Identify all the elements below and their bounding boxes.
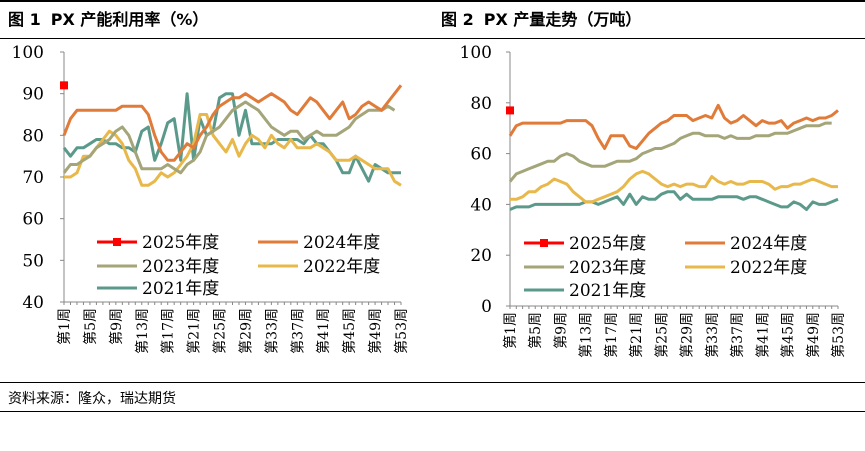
bottom-rule xyxy=(0,411,865,412)
y-tick-label: 60 xyxy=(470,145,492,165)
figure-1-name: PX 产能利用率（%） xyxy=(50,10,209,29)
y-tick-label: 50 xyxy=(22,251,44,271)
x-tick-label: 第53周 xyxy=(393,308,410,354)
x-tick-label: 第25周 xyxy=(212,308,229,354)
series-line-2021 xyxy=(62,92,401,183)
y-tick-label: 40 xyxy=(470,195,492,215)
source-rule xyxy=(0,382,865,383)
legend-label-2023: 2023年度 xyxy=(569,258,646,278)
y-tick-label: 70 xyxy=(22,168,44,188)
utilization-rate-chart: 40 50 60 70 80 90 100 第1周 第5周 第9周 第13周 第17周 第21周 第25周… xyxy=(12,43,410,354)
legend-label-2024: 2024年度 xyxy=(303,233,380,253)
legend-label-2024: 2024年度 xyxy=(730,234,807,254)
x-tick-label: 第17周 xyxy=(603,312,620,358)
x-tick-label: 第33周 xyxy=(704,312,721,358)
figure-1-number: 图 1 xyxy=(8,10,41,29)
x-tick-label: 第17周 xyxy=(160,308,177,354)
x-tick-label: 第13周 xyxy=(578,312,595,358)
legend-label-2025: 2025年度 xyxy=(569,234,646,254)
legend-label-2022: 2022年度 xyxy=(303,257,380,277)
header-rule xyxy=(0,38,865,39)
legend-label-2021: 2021年度 xyxy=(142,279,219,299)
series-line-2021 xyxy=(509,190,839,211)
x-tick-label: 第9周 xyxy=(552,312,569,349)
series-line-2023 xyxy=(62,100,396,175)
y-tick-label: 20 xyxy=(470,246,492,266)
x-tick-label: 第45周 xyxy=(780,312,797,358)
y-tick-label: 90 xyxy=(22,85,44,105)
x-tick-label: 第1周 xyxy=(56,308,73,345)
figure-2-name: PX 产量走势（万吨） xyxy=(483,10,642,29)
y-tick-label: 100 xyxy=(460,43,492,63)
x-tick-label: 第41周 xyxy=(754,312,771,358)
x-tick-label: 第5周 xyxy=(527,312,544,349)
y-tick-label: 60 xyxy=(22,210,44,230)
figure-2-number: 图 2 xyxy=(441,10,474,29)
x-tick-label: 第45周 xyxy=(341,308,358,354)
x-tick-label: 第37周 xyxy=(729,312,746,358)
x-tick-label: 第25周 xyxy=(653,312,670,358)
x-tick-label: 第21周 xyxy=(186,308,203,354)
y-tick-label: 80 xyxy=(470,94,492,114)
x-tick-label: 第29周 xyxy=(237,308,254,354)
x-tick-label: 第37周 xyxy=(289,308,306,354)
series-line-2024 xyxy=(62,84,403,162)
x-tick-label: 第49周 xyxy=(805,312,822,358)
figure-1-title: 图 1 PX 产能利用率（%） xyxy=(8,6,208,30)
output-trend-chart: 0 20 40 60 80 100 第1周 第5周 第9周 第13周 第17周 第21周 第25周 第29… xyxy=(460,43,847,358)
legend-label-2025: 2025年度 xyxy=(142,233,219,253)
legend-label-2022: 2022年度 xyxy=(730,258,807,278)
legend-label-2021: 2021年度 xyxy=(569,281,646,301)
x-tick-label: 第9周 xyxy=(108,308,125,345)
x-tick-label: 第49周 xyxy=(367,308,384,354)
legend-marker-2025 xyxy=(113,238,121,246)
series-marker-2025 xyxy=(60,81,68,90)
figure-2-title: 图 2 PX 产量走势（万吨） xyxy=(441,6,641,30)
top-rule xyxy=(0,0,865,2)
y-tick-label: 40 xyxy=(22,293,44,313)
x-tick-label: 第33周 xyxy=(263,308,280,354)
y-tick-label: 80 xyxy=(22,126,44,146)
series-line-2022 xyxy=(510,169,838,204)
series-line-2024 xyxy=(508,103,839,150)
x-tick-label: 第41周 xyxy=(315,308,332,354)
x-tick-label: 第21周 xyxy=(628,312,645,358)
y-tick-label: 100 xyxy=(12,43,44,63)
source-note: 资料来源：隆众，瑞达期货 xyxy=(8,391,176,407)
legend-marker-2025 xyxy=(540,239,548,247)
series-line-2022 xyxy=(64,113,402,187)
x-tick-label: 第13周 xyxy=(134,308,151,354)
x-tick-label: 第29周 xyxy=(679,312,696,358)
series-marker-2025 xyxy=(506,106,514,115)
x-tick-label: 第53周 xyxy=(830,312,847,358)
x-tick-label: 第5周 xyxy=(82,308,99,345)
x-tick-label: 第1周 xyxy=(502,312,519,349)
legend-label-2023: 2023年度 xyxy=(142,257,219,277)
y-tick-label: 0 xyxy=(481,297,492,317)
series-line-2023 xyxy=(508,121,832,183)
